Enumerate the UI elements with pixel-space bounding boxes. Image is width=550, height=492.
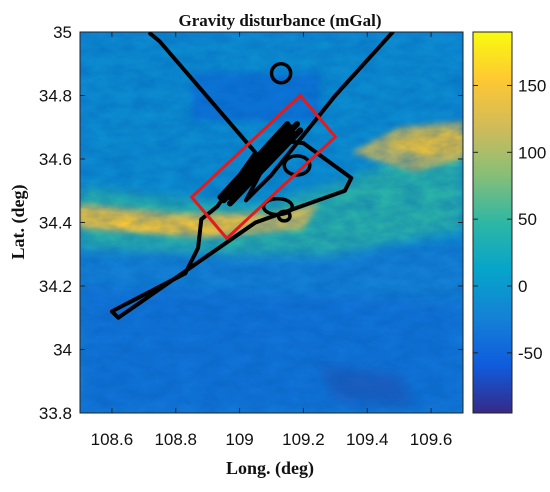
y-tick-label: 33.8 [39,404,72,423]
x-axis: 108.6 108.8 109 109.2 109.4 109.6 [91,32,453,449]
y-axis-label: Lat. (deg) [8,185,29,260]
x-axis-label: Long. (deg) [226,458,314,479]
y-tick-label: 34.4 [39,214,72,233]
colorbar-tick-label: 0 [518,277,527,296]
y-tick-label: 35 [53,23,72,42]
y-tick-label: 34 [53,341,72,360]
colorbar-tick-label: -50 [518,344,543,363]
x-tick-label: 109 [225,430,253,449]
y-tick-label: 34.2 [39,277,72,296]
colorbar-tick-label: 150 [518,76,546,95]
y-tick-label: 34.8 [39,87,72,106]
x-tick-label: 109.2 [282,430,325,449]
x-tick-label: 108.6 [91,430,134,449]
track-loop [276,209,292,223]
colorbar-tick-label: 50 [518,210,537,229]
y-tick-label: 34.6 [39,150,72,169]
colorbar-tick-label: 100 [518,143,546,162]
x-tick-label: 109.6 [410,430,453,449]
colorbar [472,31,513,414]
track-loop [282,154,312,177]
gravity-heatmap [80,32,463,413]
colorbar-ticks: -50 0 50 100 150 [473,76,546,363]
heatmap-texture [80,32,463,413]
flight-track [109,32,395,320]
chart-title: Gravity disturbance (mGal) [178,11,381,30]
survey-line [217,124,294,201]
survey-line [227,130,297,201]
x-tick-label: 109.4 [346,430,389,449]
track-loop [269,62,293,85]
y-axis: 33.8 34 34.2 34.4 34.6 34.8 35 [39,23,463,423]
x-tick-label: 108.8 [154,430,197,449]
survey-area-box [189,93,338,241]
